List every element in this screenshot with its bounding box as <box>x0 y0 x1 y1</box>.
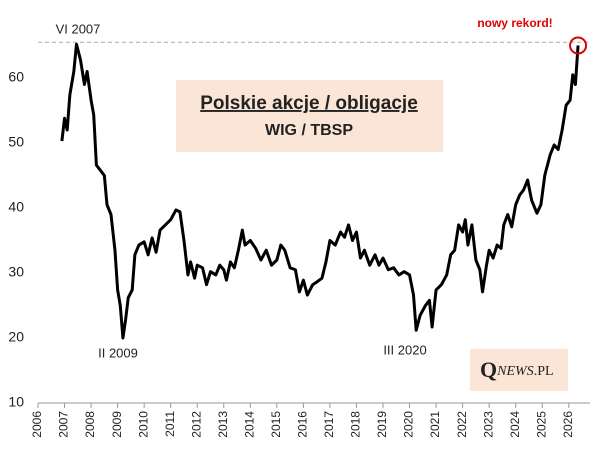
x-tick-label: 2012 <box>189 411 203 438</box>
chart-title: Polskie akcje / obligacje <box>200 93 418 114</box>
y-tick-label: 30 <box>8 264 24 280</box>
x-tick-label: 2007 <box>57 411 71 438</box>
x-tick-label: 2019 <box>375 411 389 438</box>
y-tick-label: 10 <box>8 394 24 410</box>
y-tick-label: 50 <box>8 134 24 150</box>
x-tick-label: 2014 <box>242 411 256 438</box>
x-tick-label: 2023 <box>481 411 495 438</box>
logo-q: Q <box>480 357 497 382</box>
x-tick-label: 2015 <box>269 411 283 438</box>
annotation: nowy rekord! <box>477 16 552 30</box>
y-tick-label: 40 <box>8 199 24 215</box>
chart-subtitle: WIG / TBSP <box>265 122 353 139</box>
x-tick-label: 2018 <box>349 411 363 438</box>
x-tick-label: 2006 <box>30 411 44 438</box>
x-tick-label: 2024 <box>508 411 522 438</box>
annotation: II 2009 <box>98 345 138 360</box>
x-tick-label: 2010 <box>136 411 150 438</box>
x-tick-label: 2011 <box>163 411 177 437</box>
annotation: III 2020 <box>383 342 426 357</box>
x-tick-label: 2013 <box>216 411 230 438</box>
logo-box <box>470 349 568 391</box>
logo-news: NEWS <box>496 364 534 379</box>
title-box <box>176 80 443 152</box>
x-tick-label: 2025 <box>534 411 548 438</box>
x-tick-label: 2026 <box>561 411 575 438</box>
annotation: VI 2007 <box>56 21 101 36</box>
x-tick-label: 2008 <box>83 411 97 438</box>
record-marker <box>569 36 588 55</box>
x-tick-label: 2020 <box>402 411 416 438</box>
x-tick-label: 2009 <box>110 411 124 438</box>
y-tick-label: 20 <box>8 329 24 345</box>
x-tick-label: 2017 <box>322 411 336 438</box>
series-line <box>60 42 580 340</box>
x-tick-label: 2016 <box>296 411 310 438</box>
logo-pl: .PL <box>534 364 554 379</box>
x-tick-label: 2021 <box>428 411 442 438</box>
y-tick-label: 60 <box>8 69 24 85</box>
logo: QNEWS.PL <box>480 357 554 382</box>
x-tick-label: 2022 <box>455 411 469 438</box>
